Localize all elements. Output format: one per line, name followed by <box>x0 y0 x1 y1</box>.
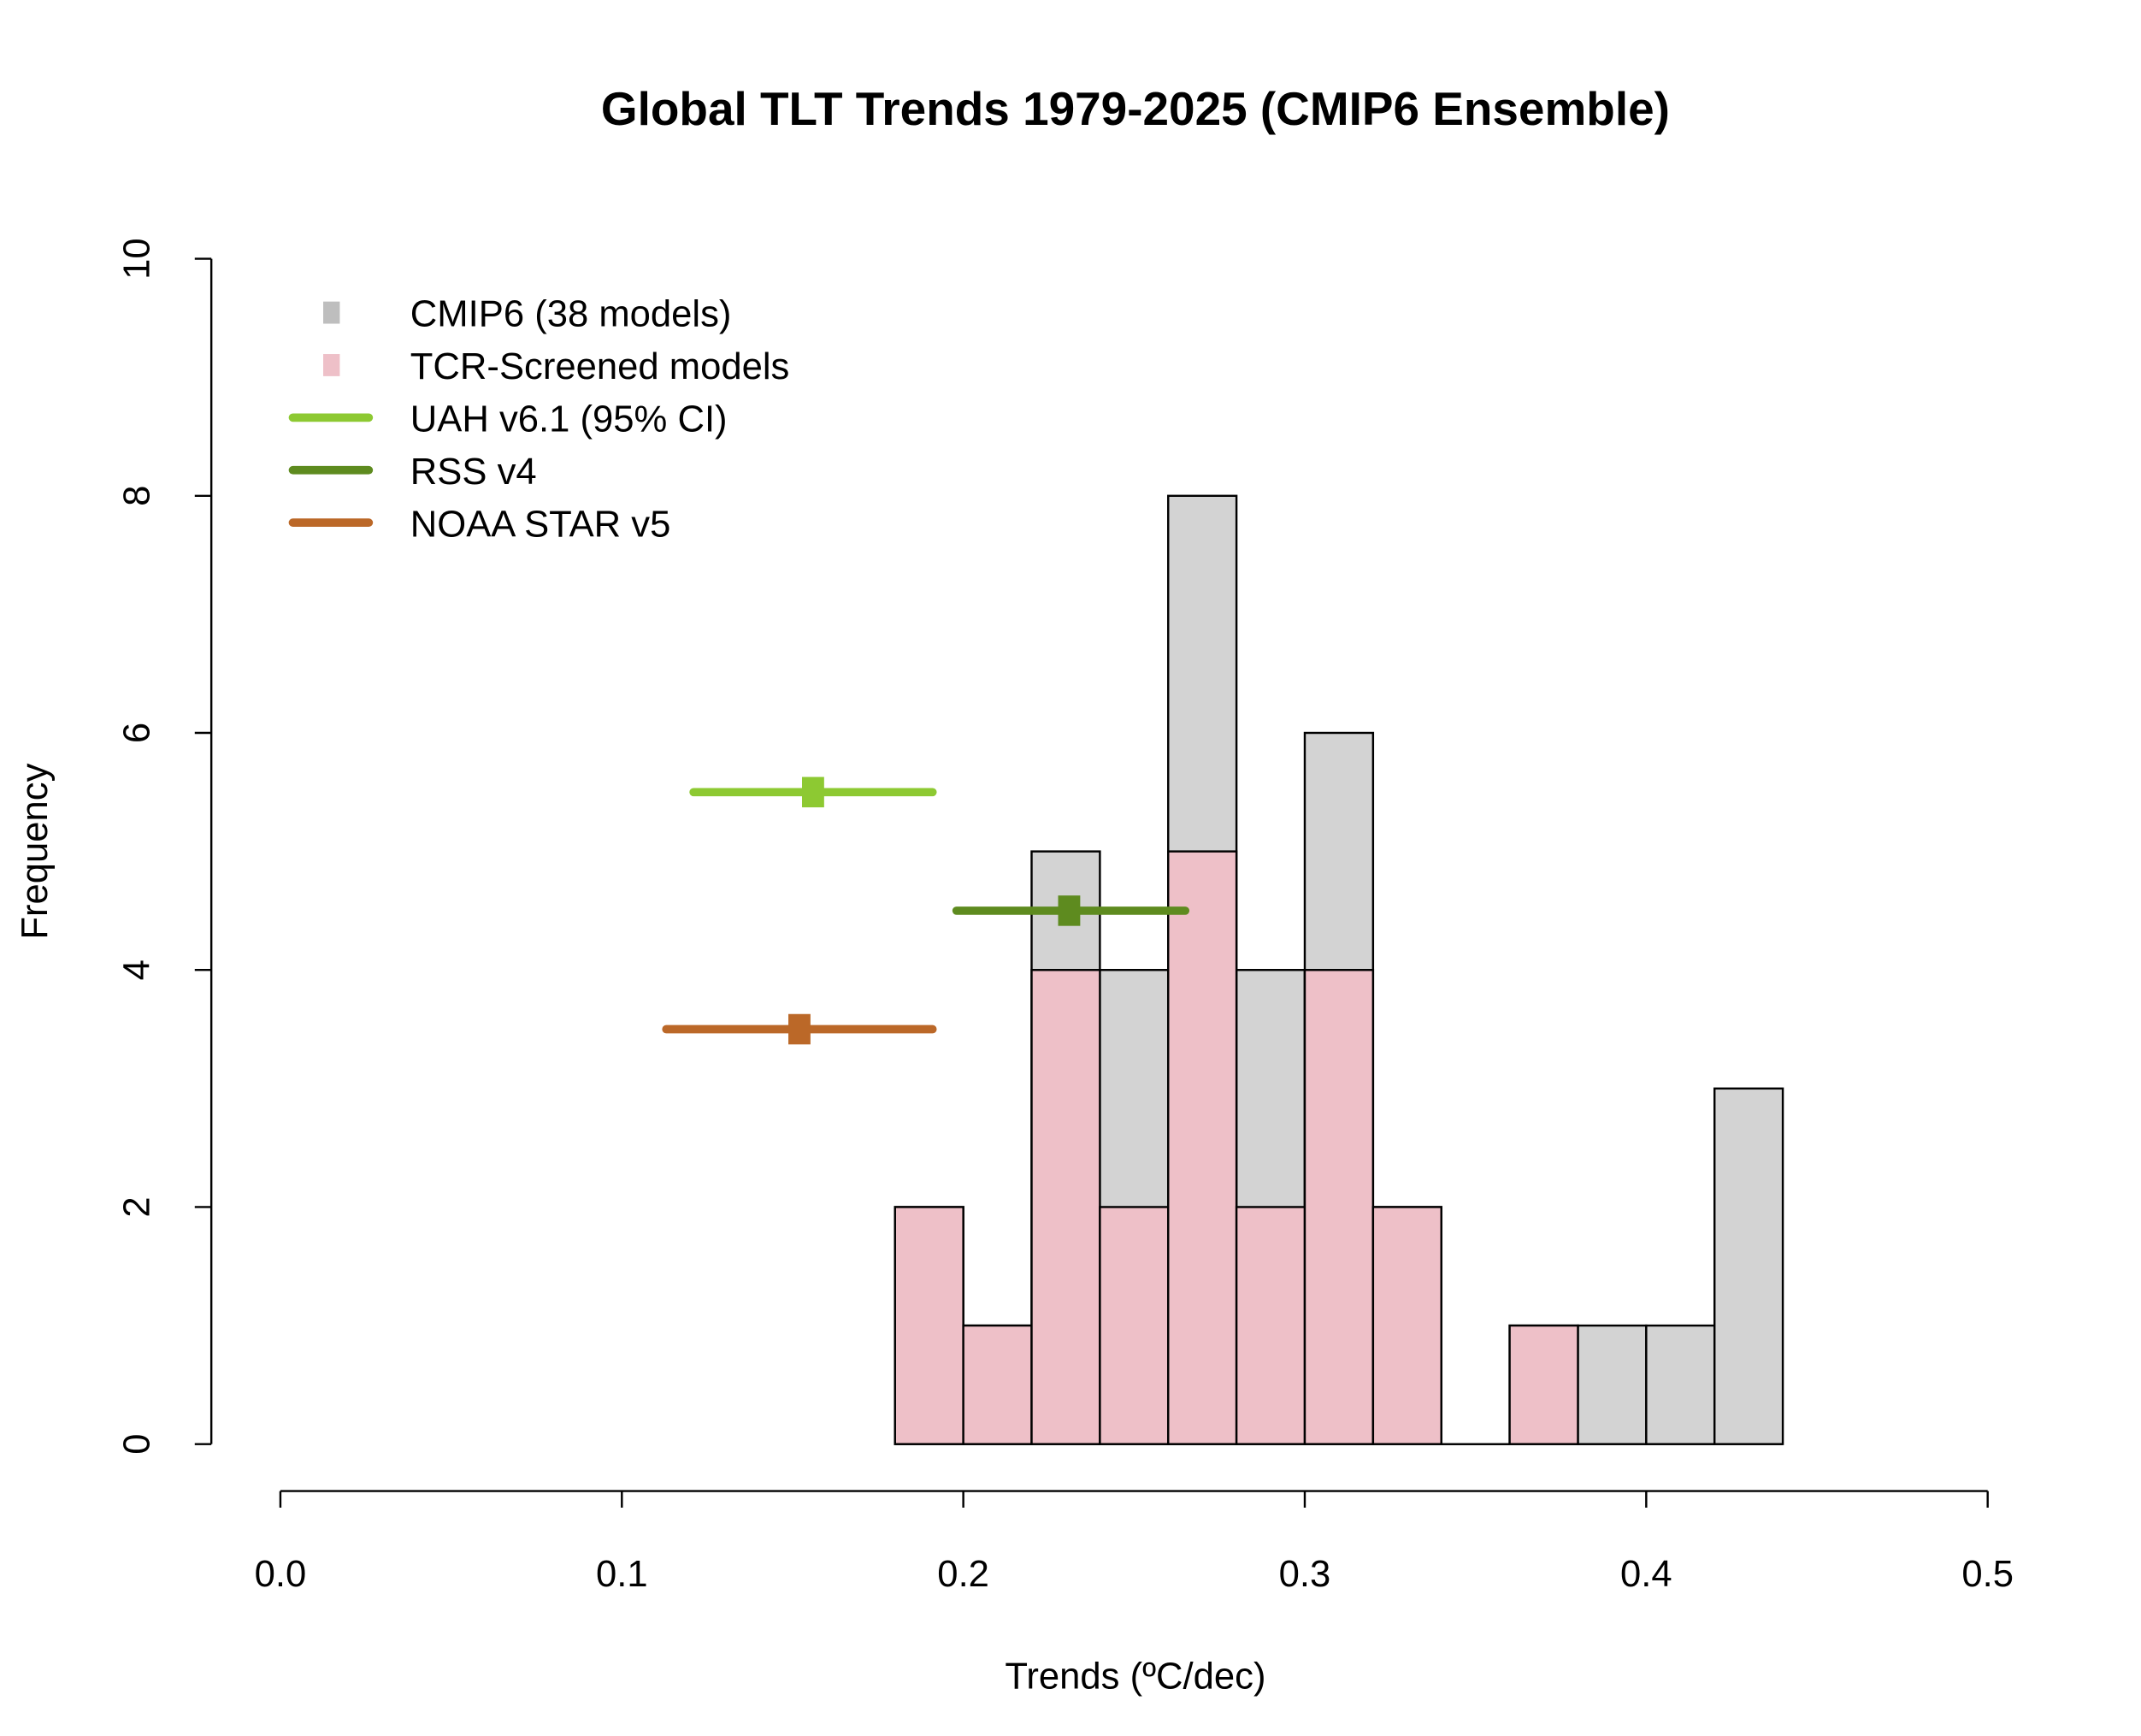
y-tick-label-0: 0 <box>116 1434 157 1455</box>
observations <box>662 776 1190 1045</box>
legend-swatch-1 <box>323 354 340 376</box>
tcr-bar-7 <box>1371 1206 1442 1445</box>
y-tick-label-5: 10 <box>116 238 157 280</box>
y-axis: 0 2 4 6 8 10 <box>116 238 213 1455</box>
x-tick-label-1: 0.1 <box>596 1554 648 1595</box>
legend-swatch-0 <box>323 301 340 324</box>
x-tick-label-3: 0.3 <box>1279 1554 1331 1595</box>
legend-label-series-0: CMIP6 (38 models) <box>410 294 732 335</box>
y-axis-label: Frequency <box>15 763 56 939</box>
obs-point-0 <box>802 776 824 808</box>
legend-label-series-1: TCR-Screened models <box>410 346 790 387</box>
chart-title: Global TLT Trends 1979-2025 (CMIP6 Ensem… <box>601 82 1670 135</box>
legend-label-obs-0: UAH v6.1 (95% CI) <box>410 399 728 440</box>
x-axis: 0.0 0.1 0.2 0.3 0.4 0.5 <box>255 1490 2014 1595</box>
x-tick-label-0: 0.0 <box>255 1554 307 1595</box>
tcr-bar-2 <box>1030 969 1101 1445</box>
obs-point-2 <box>788 1013 811 1045</box>
y-tick-label-4: 8 <box>116 486 157 506</box>
tcr-bar-0 <box>894 1206 964 1445</box>
tcr-bar-9 <box>1508 1324 1579 1445</box>
y-tick-label-2: 4 <box>116 960 157 980</box>
bars <box>894 494 1784 1445</box>
tcr-bar-5 <box>1235 1206 1306 1445</box>
legend-label-obs-1: RSS v4 <box>410 452 537 493</box>
tcr-bar-3 <box>1099 1206 1170 1445</box>
obs-point-1 <box>1058 895 1081 926</box>
legend: CMIP6 (38 models) TCR-Screened models UAH … <box>288 294 790 545</box>
cmip6-bar-11 <box>1645 1324 1716 1445</box>
x-tick-label-5: 0.5 <box>1961 1554 2014 1595</box>
y-tick-label-3: 6 <box>116 723 157 743</box>
y-tick-label-1: 2 <box>116 1196 157 1217</box>
x-tick-label-4: 0.4 <box>1620 1554 1672 1595</box>
x-axis-label: Trends (ºC/dec) <box>1005 1656 1265 1698</box>
tcr-bar-4 <box>1167 850 1238 1445</box>
cmip6-bar-10 <box>1577 1324 1648 1445</box>
tcr-bar-1 <box>962 1324 1033 1445</box>
x-tick-label-2: 0.2 <box>937 1554 989 1595</box>
tcr-bar-6 <box>1303 969 1375 1445</box>
cmip6-bar-12 <box>1713 1087 1784 1445</box>
legend-label-obs-2: NOAA STAR v5 <box>410 504 671 545</box>
